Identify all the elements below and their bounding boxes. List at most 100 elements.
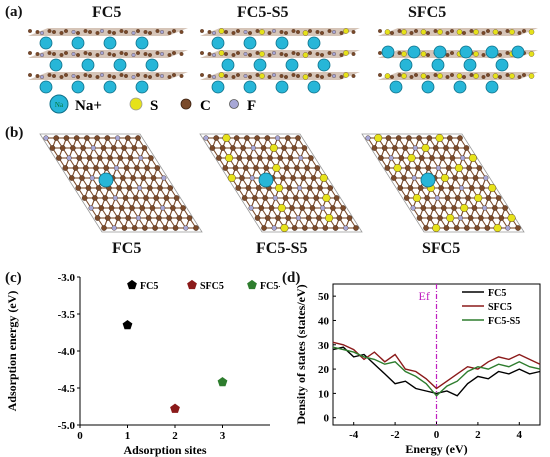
c-atom (88, 30, 92, 34)
c-atom (85, 185, 92, 191)
c-atom (420, 205, 427, 211)
c-atom (443, 145, 449, 151)
c-atom (286, 185, 293, 191)
na-legend-icon (49, 94, 69, 114)
structure-title-fc5: FC5 (92, 4, 122, 21)
c-atom (445, 31, 450, 35)
c-atom (371, 145, 378, 151)
legend-label-fc5-s5: FC5-S5 (260, 281, 280, 292)
c-atom (462, 175, 469, 181)
c-atom (59, 75, 64, 79)
c-atom (476, 165, 483, 171)
c-atom (390, 75, 394, 79)
s-atom (507, 213, 516, 222)
c-atom (107, 30, 112, 34)
s-atom (492, 73, 499, 79)
na-ion (275, 80, 289, 94)
c-atom (314, 165, 321, 171)
c-atom (115, 215, 121, 221)
side-view-fc5s5 (200, 28, 360, 94)
s-atom (322, 193, 331, 202)
c-atom (505, 73, 510, 77)
c-atom (403, 195, 410, 201)
f-atom (243, 52, 248, 56)
c-atom (522, 73, 526, 77)
c-atom (317, 185, 323, 191)
s-atom (420, 51, 427, 57)
c-atom (156, 215, 162, 221)
c-atom (498, 215, 505, 221)
legend-marker-fc5-s5 (247, 279, 257, 290)
c-atom (322, 225, 329, 231)
f-atom (274, 135, 281, 141)
c-atom (107, 74, 112, 78)
c-atom (95, 185, 102, 191)
s-atom (272, 164, 281, 173)
c-atom (28, 51, 32, 55)
c-atom (296, 52, 300, 56)
f-atom (90, 145, 96, 151)
c-atom (464, 225, 470, 231)
na-ion (113, 58, 127, 72)
x-tick-label: 3 (220, 430, 226, 442)
c-atom (416, 215, 423, 221)
c-atom (398, 155, 405, 161)
c-atom (495, 195, 502, 201)
c-atom (261, 225, 267, 231)
c-atom (267, 75, 272, 79)
c-atom (505, 29, 510, 33)
s-atom (473, 51, 479, 57)
c-atom (279, 30, 284, 34)
s-atom (493, 223, 502, 232)
c-atom (59, 53, 64, 57)
structure-side-views (28, 28, 538, 94)
na-ion (71, 36, 85, 50)
s-atom (420, 29, 427, 35)
s-atom (454, 164, 463, 173)
s-atom (456, 29, 463, 35)
c-atom (232, 165, 239, 171)
na-ion (98, 172, 114, 188)
c-atom (378, 51, 382, 55)
c-atom (233, 135, 240, 141)
s-atom (343, 28, 349, 34)
c-atom (292, 195, 299, 201)
legend-marker-fc5 (127, 279, 137, 290)
c-atom (517, 31, 522, 35)
point-sfc5 (170, 403, 180, 413)
y-tick-label: 0 (324, 413, 330, 425)
s-atom (528, 73, 535, 79)
c-atom (83, 29, 88, 33)
c-atom (485, 195, 492, 201)
f-atom (160, 52, 164, 56)
c-atom (252, 195, 258, 201)
f-atom (332, 74, 336, 78)
c-atom (200, 73, 204, 77)
c-atom (143, 74, 148, 78)
c-atom (96, 155, 103, 161)
c-atom (242, 165, 249, 171)
x-tick-label: -2 (391, 429, 401, 441)
c-atom (378, 29, 382, 33)
c-atom (222, 165, 229, 171)
na-ion (103, 80, 117, 94)
c-atom (452, 175, 458, 181)
na-ion (459, 45, 473, 59)
f-atom (160, 30, 164, 34)
s-atom (401, 73, 407, 79)
c-atom (241, 195, 248, 201)
c-atom (426, 75, 430, 79)
point-fc5 (122, 319, 133, 330)
c-atom (146, 185, 153, 191)
structure-title-fc5-s5: FC5-S5 (237, 4, 289, 21)
c-atom (79, 175, 85, 181)
c-atom (469, 29, 474, 33)
c-atom (244, 135, 250, 141)
f-atom (272, 73, 276, 77)
s-atom (218, 50, 225, 56)
c-atom (231, 53, 236, 57)
c-atom (306, 185, 313, 191)
c-atom (381, 145, 388, 151)
supercell-outline (39, 133, 203, 233)
c-atom (245, 185, 252, 191)
